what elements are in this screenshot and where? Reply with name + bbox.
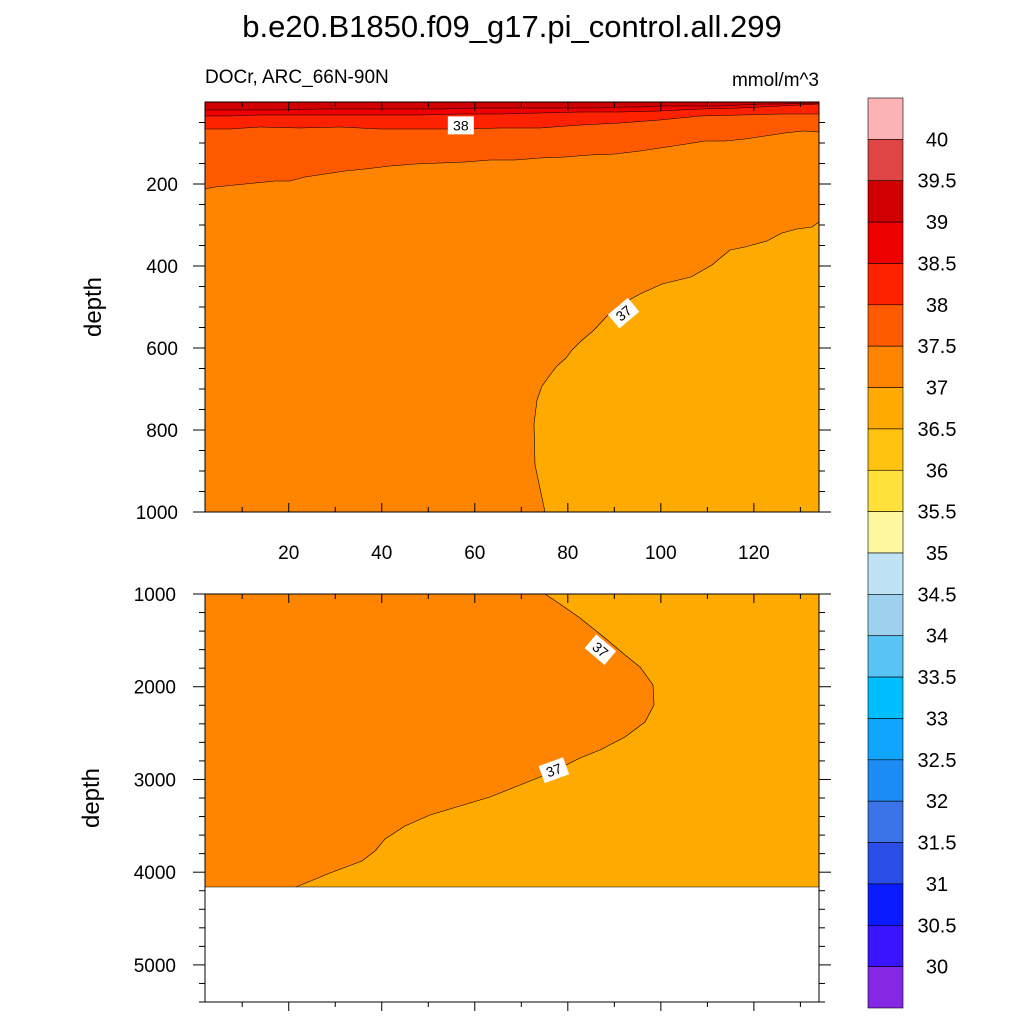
colorbar-swatch: [867, 304, 904, 347]
top-y-tick-label: 200: [146, 175, 178, 196]
top-y-tick-label: 400: [146, 257, 178, 278]
colorbar-label: 36: [926, 460, 948, 482]
colorbar-label: 33.5: [918, 667, 957, 689]
colorbar-swatch: [867, 552, 904, 595]
colorbar-label: 34.5: [918, 584, 957, 606]
contour-label: 37: [607, 297, 640, 329]
contour-label: 37: [584, 634, 617, 665]
colorbar-label: 31: [926, 874, 948, 896]
colorbar-swatch: [867, 635, 904, 678]
contour-label: 37: [538, 757, 570, 784]
bottom-contour-labels: 37 37: [538, 634, 617, 784]
top-y-axis: 200 400 600 800 1000: [136, 122, 831, 524]
colorbar-swatch: [867, 594, 904, 637]
left-subtitle: DOCr, ARC_66N-90N: [205, 67, 389, 88]
colorbar-swatch: [867, 511, 904, 554]
colorbar-label: 31.5: [918, 833, 957, 855]
colorbar-label: 36.5: [918, 419, 957, 441]
colorbar-swatch: [867, 966, 904, 1009]
top-x-tick-label: 100: [645, 543, 677, 564]
colorbar-label: 37.5: [918, 336, 957, 358]
colorbar-swatch: [867, 469, 904, 512]
colorbar-swatch: [867, 718, 904, 761]
region-36.5-37: [534, 222, 819, 512]
colorbar-label: 30.5: [918, 915, 957, 937]
top-y-tick-label: 600: [146, 339, 178, 360]
colorbar-label: 32.5: [918, 750, 957, 772]
colorbar-label: 32: [926, 791, 948, 813]
colorbar-swatch: [867, 676, 904, 719]
svg-text:37: 37: [544, 760, 564, 780]
missing-data-region: [205, 887, 819, 1002]
top-x-tick-label: 40: [371, 543, 392, 564]
colorbar: 40 39.5 39 38.5 38 37.5 37 36.5 36 35.5 35 34.5 34 33…: [867, 97, 957, 1009]
top-panel: 38 37 20 40 60 80 100 120 200 400 600 800 1000 dep…: [80, 101, 831, 564]
units-subtitle: mmol/m^3: [732, 70, 819, 91]
colorbar-swatch: [867, 180, 904, 223]
colorbar-label: 39.5: [918, 171, 957, 193]
colorbar-label: 37: [926, 378, 948, 400]
bottom-panel: 37 37 1000 2000 3000 4000 5000 depth: [78, 585, 831, 1011]
svg-text:38: 38: [453, 117, 469, 133]
colorbar-label: 35: [926, 543, 948, 565]
colorbar-swatch: [867, 97, 904, 140]
colorbar-label: 38: [926, 295, 948, 317]
colorbar-swatch: [867, 428, 904, 471]
top-contour-labels: 38 37: [447, 116, 640, 329]
top-x-tick-label: 20: [278, 543, 299, 564]
bottom-y-axis-label: depth: [78, 768, 105, 828]
colorbar-swatch: [867, 759, 904, 802]
top-x-tick-label: 80: [557, 543, 578, 564]
colorbar-swatch: [867, 345, 904, 388]
bottom-x-axis: [241, 594, 801, 1011]
bottom-y-tick-label: 3000: [134, 770, 176, 791]
colorbar-swatch: [867, 139, 904, 182]
colorbar-label: 40: [926, 129, 948, 151]
bottom-y-tick-label: 2000: [134, 678, 176, 699]
colorbar-label: 34: [926, 626, 948, 648]
top-y-tick-label: 800: [146, 421, 178, 442]
colorbar-swatch: [867, 842, 904, 885]
colorbar-swatch: [867, 924, 904, 967]
contour-label: 38: [447, 116, 474, 135]
chart-title: b.e20.B1850.f09_g17.pi_control.all.299: [242, 9, 782, 44]
colorbar-swatch: [867, 883, 904, 926]
contour-line-37-deep: [295, 593, 655, 888]
colorbar-label: 35.5: [918, 502, 957, 524]
region-39-39.5: [204, 101, 820, 111]
colorbar-swatch: [867, 263, 904, 306]
colorbar-label: 39: [926, 212, 948, 234]
top-y-axis-label: depth: [80, 277, 107, 337]
bottom-y-tick-label: 4000: [134, 863, 176, 884]
colorbar-label: 38.5: [918, 253, 957, 275]
bottom-y-axis: 1000 2000 3000 4000 5000: [134, 585, 831, 1003]
bottom-y-tick-label: 5000: [134, 956, 176, 977]
colorbar-label: 33: [926, 708, 948, 730]
top-x-tick-label: 120: [738, 543, 770, 564]
bottom-y-tick-label: 1000: [134, 585, 176, 606]
top-x-tick-label: 60: [464, 543, 485, 564]
top-x-axis: 20 40 60 80 100 120: [241, 102, 801, 564]
colorbar-label: 30: [926, 957, 948, 979]
top-y-tick-label: 1000: [136, 503, 178, 524]
region-37-37.5-deep: [205, 594, 654, 887]
colorbar-swatch: [867, 387, 904, 430]
colorbar-swatch: [867, 221, 904, 264]
colorbar-swatch: [867, 800, 904, 843]
